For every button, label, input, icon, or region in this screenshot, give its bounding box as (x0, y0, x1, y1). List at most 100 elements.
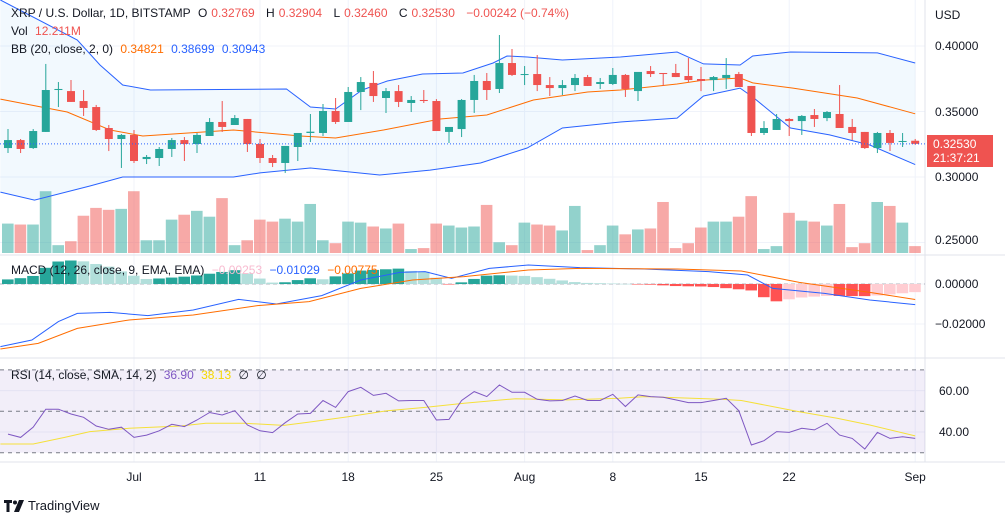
candle-body (293, 132, 302, 148)
macd-histogram-bar (455, 282, 468, 284)
volume-bar (606, 225, 619, 253)
macd-histogram-bar (165, 277, 178, 284)
candle-body (407, 99, 416, 103)
price-tick: 0.25000 (935, 233, 979, 247)
volume-bar (203, 216, 216, 253)
macd-label[interactable]: MACD (12, 26, close, 9, EMA, EMA) (11, 263, 205, 277)
macd-histogram-bar (581, 282, 594, 284)
volume-bar (896, 222, 909, 253)
candle-body (104, 128, 113, 140)
volume-label[interactable]: Vol (11, 24, 28, 38)
candle-body (848, 126, 857, 133)
bb-label[interactable]: BB (20, close, 2, 0) (11, 42, 114, 56)
macd-histogram-bar (468, 278, 480, 284)
macd-histogram-bar (405, 270, 417, 284)
candle-body (92, 107, 101, 130)
low-value: 0.32460 (344, 6, 388, 20)
candle-body (621, 74, 630, 89)
macd-histogram-bar (821, 284, 833, 296)
macd-histogram-bar (808, 284, 820, 297)
candle-body (281, 145, 290, 163)
candle-body (470, 80, 479, 100)
volume-bar (569, 205, 581, 253)
candle-body (268, 158, 277, 163)
volume-bar (770, 246, 783, 253)
volume-bar (140, 240, 153, 253)
candle-body (684, 75, 693, 81)
price-axis-currency: USD (935, 8, 961, 22)
volume-bar (443, 225, 455, 253)
macd-histogram-bar (266, 282, 279, 284)
candle-body (382, 91, 390, 99)
macd-histogram-bar (115, 271, 127, 284)
macd-histogram-bar (241, 273, 253, 284)
volume-bar (191, 210, 203, 253)
volume-bar (2, 223, 14, 253)
macd-histogram-bar (506, 275, 518, 284)
macd-histogram-bar (90, 263, 102, 284)
macd-histogram-bar (153, 278, 165, 284)
volume-bar (380, 228, 392, 253)
macd-histogram-bar (858, 284, 871, 297)
volume-value: 12.211M (35, 24, 81, 38)
rsi-label[interactable]: RSI (14, close, SMA, 14, 2) (11, 368, 157, 382)
candle-body (117, 134, 126, 140)
bb-legend: BB (20, close, 2, 0) 0.34821 0.38699 0.3… (11, 42, 269, 56)
candle-body (256, 143, 264, 159)
symbol-legend: XRP / U.S. Dollar, 1D, BITSTAMP O 0.32769… (11, 6, 573, 20)
volume-bar (821, 225, 833, 253)
candle-body (520, 74, 529, 76)
rsi-legend: RSI (14, close, SMA, 14, 2) 36.90 38.13 … (11, 368, 271, 382)
volume-bar (556, 230, 568, 253)
volume-bar (657, 201, 669, 253)
candle-body (646, 71, 655, 75)
time-axis-label: 22 (782, 470, 796, 484)
time-axis-label: 8 (609, 470, 617, 484)
macd-histogram-bar (354, 270, 367, 284)
rsi-extra-1: ∅ (238, 368, 249, 382)
candle-body (785, 118, 794, 122)
macd-histogram-bar (380, 269, 392, 284)
macd-histogram-bar (291, 280, 304, 284)
volume-bar (128, 191, 140, 253)
time-axis-label: 11 (253, 470, 267, 484)
candle-body (608, 74, 617, 84)
open-label: O (197, 6, 208, 20)
macd-histogram-bar (783, 284, 795, 300)
macd-tick: 0.00000 (935, 277, 979, 291)
volume-bar (228, 245, 241, 253)
volume-bar (884, 205, 896, 253)
tradingview-logo[interactable]: TradingView (4, 498, 100, 513)
macd-histogram-bar (65, 260, 77, 284)
candle-body (659, 72, 668, 75)
candle-body (810, 115, 819, 119)
volume-bar (745, 196, 757, 253)
volume-bar (329, 243, 342, 253)
bb-lower-line (0, 87, 916, 201)
volume-bar (291, 221, 304, 253)
rsi-value: 36.90 (163, 368, 194, 382)
macd-histogram-bar (543, 278, 556, 284)
candle-body (634, 71, 642, 92)
macd-histogram-bar (392, 268, 405, 284)
close-label: C (398, 6, 408, 20)
candle-body (772, 118, 781, 130)
macd-histogram-bar (430, 277, 442, 284)
rsi-ma-value: 38.13 (201, 368, 232, 382)
macd-histogram-bar (682, 284, 694, 287)
volume-bar (216, 198, 228, 253)
candle-body (419, 99, 428, 102)
rsi-line (7, 384, 916, 450)
macd-histogram-bar (518, 275, 531, 284)
macd-histogram-bar (632, 284, 644, 285)
candle-body (911, 140, 920, 144)
candle-body (54, 88, 63, 91)
candle-body (886, 132, 894, 143)
open-value: 0.32769 (211, 6, 255, 20)
macd-histogram-bar (77, 261, 90, 284)
symbol-title[interactable]: XRP / U.S. Dollar, 1D, BITSTAMP (11, 6, 191, 20)
volume-bar (543, 225, 556, 253)
macd-histogram-bar (39, 267, 52, 284)
macd-histogram-bar (279, 282, 291, 284)
